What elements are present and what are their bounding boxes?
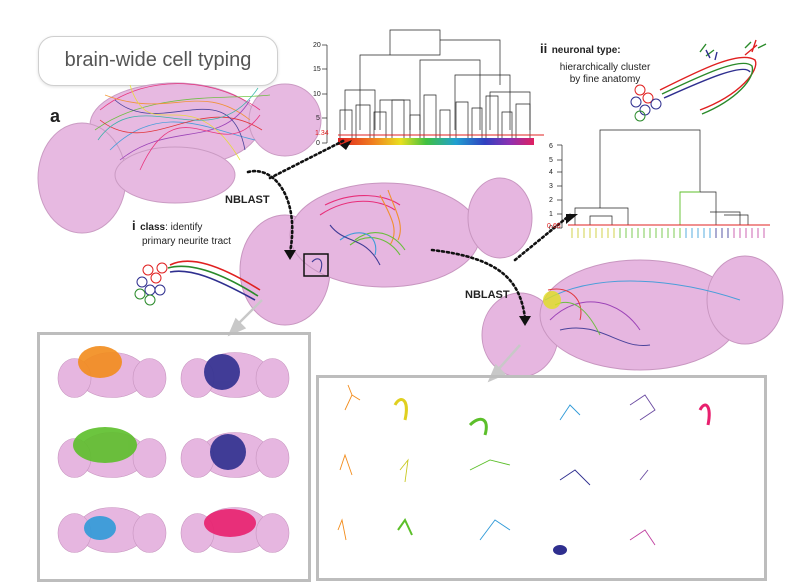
panel-class-examples bbox=[37, 332, 311, 582]
step-i-text2: primary neurite tract bbox=[142, 236, 231, 247]
panel-letter: a bbox=[50, 106, 61, 126]
brain-grid-neurons bbox=[73, 346, 256, 540]
threshold-label-large: 1.34 bbox=[315, 130, 329, 137]
ytick-small-3: 3 bbox=[549, 183, 553, 190]
neurite-schematic-ii bbox=[630, 39, 767, 122]
step-ii-text2: hierarchically cluster bbox=[559, 62, 651, 73]
cluster-color-bar bbox=[338, 138, 534, 145]
step-ii-keyword: neuronal type bbox=[551, 45, 618, 56]
yellow-cluster bbox=[543, 291, 561, 309]
step-ii-number: ii bbox=[540, 41, 548, 56]
ytick-small-0: 0 bbox=[549, 225, 553, 232]
ytick-large-20: 20 bbox=[313, 42, 321, 49]
panel-type-examples bbox=[316, 375, 767, 581]
nblast-label-1: NBLAST bbox=[225, 194, 270, 206]
step-i-caption: i class: identify bbox=[132, 217, 202, 235]
nblast-arrows bbox=[246, 138, 572, 320]
ytick-large-15: 15 bbox=[313, 66, 321, 73]
ytick-small-6: 6 bbox=[549, 143, 553, 150]
dendrogram-small-leaves bbox=[571, 228, 765, 238]
ytick-large-0: 0 bbox=[316, 140, 320, 147]
dendrogram-large bbox=[322, 29, 531, 144]
step-ii-caption: ii neuronal type: bbox=[540, 40, 621, 58]
neuron-tangle-topleft bbox=[94, 83, 271, 171]
ytick-large-10: 10 bbox=[313, 91, 321, 98]
brain-center bbox=[239, 177, 533, 326]
figure-title: brain-wide cell typing bbox=[64, 49, 252, 71]
title-box: brain-wide cell typing bbox=[38, 36, 278, 86]
nblast-label-2: NBLAST bbox=[465, 289, 510, 301]
neuron-gallery bbox=[337, 384, 711, 555]
step-i-text: : identify bbox=[165, 222, 203, 233]
ytick-small-4: 4 bbox=[549, 169, 553, 176]
brain-large-topleft bbox=[37, 82, 322, 234]
brain-right bbox=[481, 255, 784, 378]
neurons-center bbox=[311, 189, 406, 273]
threshold-label-small: 0.65 bbox=[547, 223, 561, 230]
step-ii-text3: by fine anatomy bbox=[569, 74, 641, 85]
step-i-number: i bbox=[132, 218, 136, 233]
selection-box bbox=[303, 253, 329, 277]
step-i-keyword: class bbox=[140, 222, 166, 233]
ytick-large-5: 5 bbox=[316, 115, 320, 122]
ytick-small-5: 5 bbox=[549, 157, 553, 164]
ytick-small-1: 1 bbox=[549, 211, 553, 218]
green-cluster-branch bbox=[679, 191, 700, 225]
dendrogram-small bbox=[557, 129, 749, 229]
ytick-small-2: 2 bbox=[549, 197, 553, 204]
arrowheads bbox=[284, 140, 578, 326]
neurite-schematic-i bbox=[134, 260, 261, 306]
step-ii-text: : bbox=[617, 45, 621, 56]
